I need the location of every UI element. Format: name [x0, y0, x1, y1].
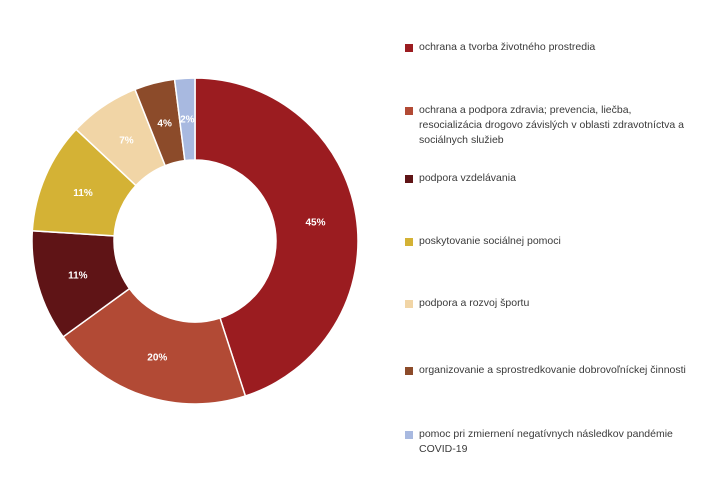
legend-label-2: podpora vzdelávania: [419, 172, 516, 184]
data-label-6: 2%: [180, 115, 195, 126]
data-label-5: 4%: [157, 118, 172, 129]
legend-item-4: podpora a rozvoj športu: [405, 296, 695, 311]
legend-item-3: poskytovanie sociálnej pomoci: [405, 234, 695, 249]
legend-item-6: pomoc pri zmiernení negatívnych následko…: [405, 427, 695, 457]
legend-item-2: podpora vzdelávania: [405, 171, 695, 186]
legend-item-0: ochrana a tvorba životného prostredia: [405, 40, 695, 55]
data-label-3: 11%: [73, 188, 93, 199]
data-label-4: 7%: [119, 136, 134, 147]
legend-swatch-1: [405, 107, 413, 115]
chart-legend: ochrana a tvorba životného prostredia och…: [405, 0, 705, 485]
data-label-1: 20%: [147, 353, 167, 364]
legend-swatch-4: [405, 300, 413, 308]
data-label-2: 11%: [68, 271, 88, 282]
legend-label-5: organizovanie a sprostredkovanie dobrovo…: [419, 364, 686, 376]
legend-swatch-6: [405, 431, 413, 439]
donut-slice-0: [194, 77, 359, 397]
donut-svg: 45% 20% 11% 11% 7% 4% 2%: [31, 77, 359, 405]
donut-slice-1: [62, 287, 247, 405]
legend-swatch-2: [405, 175, 413, 183]
legend-label-3: poskytovanie sociálnej pomoci: [419, 235, 561, 247]
legend-swatch-3: [405, 238, 413, 246]
legend-label-4: podpora a rozvoj športu: [419, 297, 530, 309]
donut-chart: 45% 20% 11% 11% 7% 4% 2%: [31, 77, 359, 405]
legend-label-0: ochrana a tvorba životného prostredia: [419, 41, 596, 53]
legend-swatch-5: [405, 367, 413, 375]
data-label-0: 45%: [305, 217, 325, 228]
donut-slice-6: [173, 77, 196, 162]
legend-item-1: ochrana a podpora zdravia; prevencia, li…: [405, 103, 695, 148]
legend-label-1: ochrana a podpora zdravia; prevencia, li…: [419, 104, 684, 146]
legend-swatch-0: [405, 44, 413, 52]
legend-item-5: organizovanie a sprostredkovanie dobrovo…: [405, 363, 695, 378]
legend-label-6: pomoc pri zmiernení negatívnych následko…: [419, 428, 673, 455]
